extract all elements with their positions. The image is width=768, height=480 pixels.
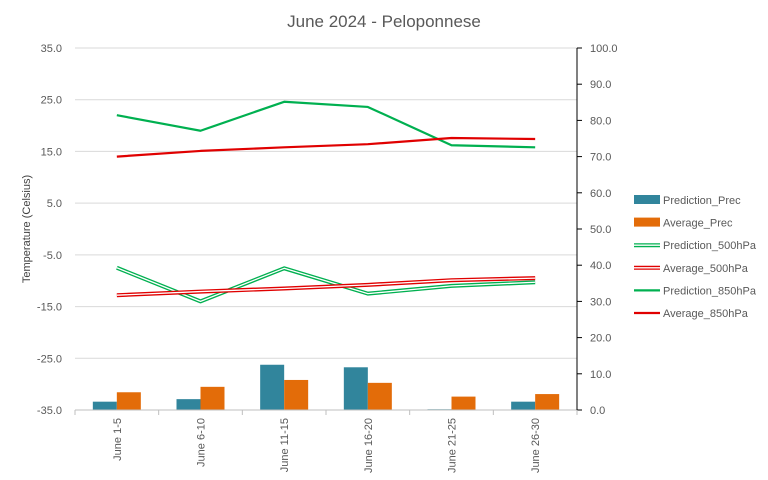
y-tick-label: -15.0 (37, 302, 62, 314)
legend-average-prec-swatch (634, 217, 660, 227)
bar-average-prec (535, 394, 560, 410)
y2-tick-label: 90.0 (590, 79, 611, 91)
y-tick-label: -5.0 (43, 250, 62, 262)
gridlines (75, 47, 577, 359)
y2-tick-label: 80.0 (590, 115, 611, 127)
y2-tick-label: 10.0 (590, 369, 611, 381)
y2-tick-label: 0.0 (590, 405, 605, 417)
bar-average-prec (116, 392, 141, 410)
x-tick-label: June 11-15 (279, 418, 291, 472)
y2-tick-label: 100.0 (590, 43, 618, 55)
x-tick-label: June 1-5 (112, 418, 124, 461)
x-tick-label: June 21-25 (447, 418, 459, 473)
x-tick-label: June 6-10 (196, 418, 208, 467)
legend-prediction-prec-swatch (634, 195, 660, 204)
legend-average-500hpa-label: Average_500hPa (663, 263, 749, 275)
bar-average-prec (367, 382, 392, 410)
legend: Prediction_Prec Average_Prec Prediction_50… (634, 195, 757, 320)
chart-title: June 2024 - Peloponnese (287, 12, 481, 31)
line-average-850hpa (116, 136, 536, 158)
y-tick-label: -25.0 (37, 353, 62, 365)
y2-tick-label: 30.0 (590, 296, 611, 308)
legend-prediction-850hpa-label: Prediction_850hPa (663, 285, 757, 297)
legend-prediction-prec-label: Prediction_Prec (663, 195, 741, 207)
bar-series (92, 364, 560, 410)
x-tick-label: June 16-20 (363, 418, 375, 473)
y-tick-label: 5.0 (47, 198, 62, 210)
y-tick-label: 15.0 (41, 146, 62, 158)
bar-prediction-prec (343, 367, 368, 410)
axes: 35.0 25.0 15.0 5.0 -5.0 -15.0 -25.0 -35.0 100.0 9… (37, 43, 618, 473)
legend-average-850hpa-label: Average_850hPa (663, 308, 749, 320)
legend-prediction-500hpa-label: Prediction_500hPa (663, 240, 757, 252)
line-average-500hpa-inner (116, 277, 536, 296)
y2-tick-label: 50.0 (590, 224, 611, 236)
y-tick-label: -35.0 (37, 405, 62, 417)
y2-tick-label: 70.0 (590, 152, 611, 164)
line-series (116, 100, 536, 304)
bar-average-prec (200, 386, 225, 410)
line-prediction-850hpa (116, 100, 536, 149)
y2-tick-label: 40.0 (590, 260, 611, 272)
bar-average-prec (284, 379, 309, 410)
bar-prediction-prec (260, 364, 285, 410)
bar-prediction-prec (511, 401, 536, 410)
bar-average-prec (451, 396, 476, 410)
bar-prediction-prec (176, 399, 201, 410)
y-tick-label: 35.0 (41, 43, 62, 55)
y2-tick-label: 60.0 (590, 188, 611, 200)
bar-prediction-prec (92, 401, 117, 410)
y-axis-title: Temperature (Celsius) (21, 175, 33, 283)
legend-average-prec-label: Average_Prec (663, 218, 733, 230)
line-prediction-500hpa-inner (116, 267, 536, 303)
y-tick-label: 25.0 (41, 95, 62, 107)
x-tick-label: June 26-30 (530, 418, 542, 473)
y2-tick-label: 20.0 (590, 333, 611, 345)
